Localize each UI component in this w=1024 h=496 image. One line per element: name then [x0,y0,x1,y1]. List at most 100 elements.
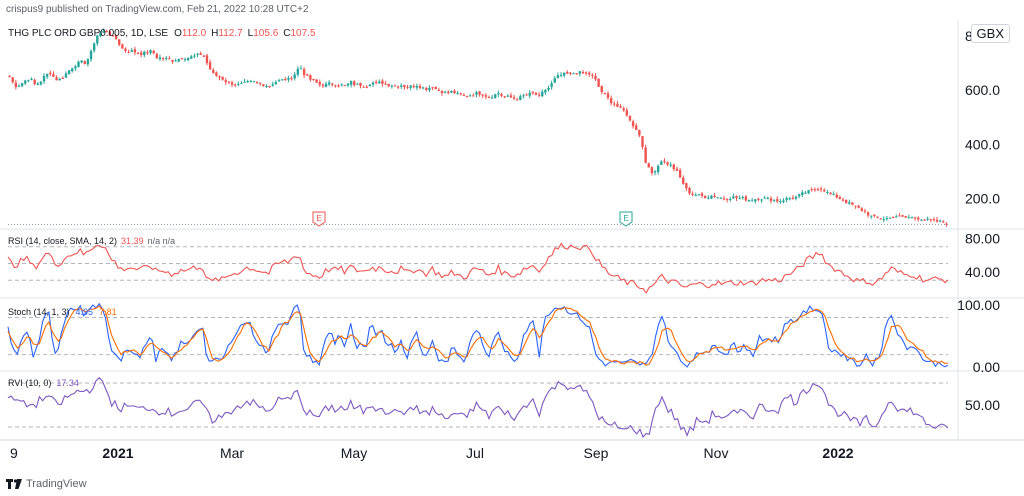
currency-label[interactable]: GBX [970,24,1010,43]
candle-body [74,66,77,69]
candle-body [910,216,914,218]
candle-body [45,73,49,77]
candle-body [697,194,701,196]
ohlc-value: 112.7 [218,28,243,39]
candle-body [221,76,224,80]
candle-body [218,76,221,78]
candle-body [703,195,707,198]
candle-body [920,219,923,221]
candle-body [879,218,882,220]
candle-body [584,72,588,74]
candle-body [553,78,556,83]
candle-body [359,82,362,86]
candle-body [340,84,343,86]
candle-body [572,73,575,75]
candle-body [409,85,412,88]
candle-body [262,84,265,87]
candle-body [255,81,259,83]
candle-body [193,55,196,57]
candle-body [807,190,810,194]
earnings-marker[interactable] [312,211,326,227]
price-tick-label: 600.0 [965,82,1000,98]
price-tick-label: 200.0 [965,190,1000,206]
candle-body [888,217,892,219]
candle-body [346,83,350,86]
candle-body [124,48,127,51]
candle-body [36,83,39,85]
candle-body [224,80,227,83]
candle-body [155,54,159,59]
candle-body [882,219,885,221]
candle-body [923,219,926,221]
candle-body [349,81,353,85]
candle-body [453,90,456,94]
footer-brand: TradingView [26,478,87,490]
candle-body [794,196,798,199]
candle-body [280,79,284,81]
candle-body [77,61,80,68]
candle-body [146,52,149,54]
candle-body [434,86,437,90]
candle-body [641,136,644,147]
candle-body [440,90,444,94]
candle-body [415,85,419,88]
time-tick-label: Nov [704,445,729,461]
candle-body [130,50,133,52]
candle-body [437,90,441,92]
rsi-legend-value: 31.39 [121,236,144,246]
published-caption: crispus9 published on TradingView.com, F… [6,4,309,15]
candle-body [854,205,857,207]
candle-body [544,89,547,93]
candle-body [766,197,770,199]
candle-body [243,81,246,83]
candle-body [205,55,209,64]
candle-body [55,77,58,81]
candle-body [678,170,682,178]
candle-body [666,162,669,165]
candle-body [475,92,478,95]
candle-body [660,161,663,165]
candle-body [177,59,180,62]
candle-body [804,192,807,194]
candle-body [14,82,18,88]
candle-body [111,35,115,37]
candle-body [870,215,873,217]
candle-body [744,196,748,201]
candle-body [302,69,306,76]
candle-body [566,72,569,74]
candle-body [121,44,124,49]
candle-body [682,177,685,184]
time-tick-label: Jul [466,445,484,461]
candle-body [722,198,726,200]
candle-body [754,199,757,202]
indicator-tick-label: 100.00 [957,297,1000,313]
candle-body [917,217,920,220]
earnings-marker-label: E [623,214,628,223]
ohlc-value: 112.0 [182,28,207,39]
candle-body [456,92,459,94]
candle-body [942,221,945,223]
candle-body [133,49,137,53]
candle-body [252,81,256,83]
candle-body [168,58,171,60]
candle-body [556,75,560,79]
rsi-line [7,242,949,294]
candle-body [202,55,206,57]
candle-body [186,57,190,61]
candle-body [769,198,773,201]
candle-body [136,52,140,54]
candle-body [246,81,249,83]
earnings-marker[interactable] [619,211,633,227]
candle-body [700,193,704,196]
stoch-legend: Stoch (14, 1, 3) [8,307,70,317]
candle-body [844,199,848,203]
candle-body [481,94,484,96]
candle-body [174,60,177,62]
candle-body [227,81,231,83]
candle-body [315,79,318,83]
candle-body [819,188,823,190]
candle-body [588,72,591,75]
candle-body [274,82,278,85]
